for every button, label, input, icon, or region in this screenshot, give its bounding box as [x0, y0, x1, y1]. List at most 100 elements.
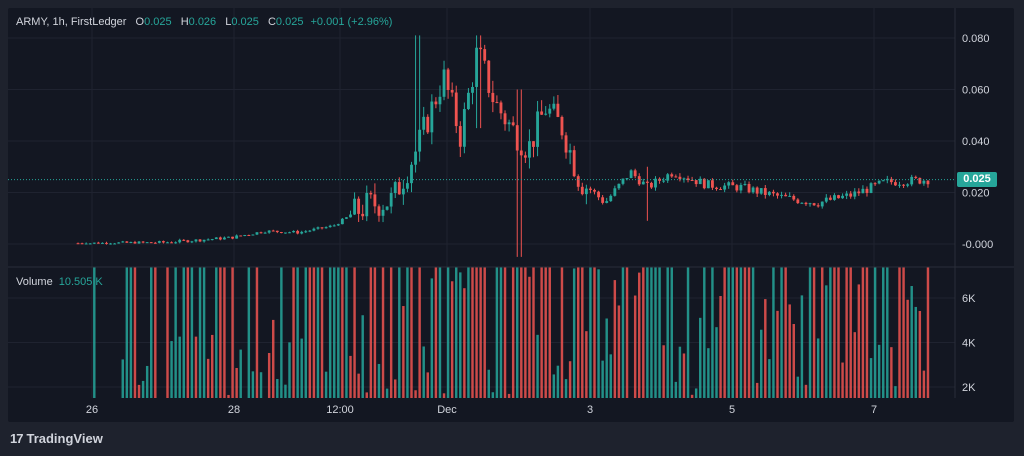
volume-bar: [438, 267, 442, 398]
candle-body: [406, 183, 409, 189]
time-tick-label: Dec: [437, 404, 457, 416]
volume-bar: [658, 267, 661, 398]
candle-body: [129, 242, 133, 244]
candle-body: [926, 180, 930, 185]
candle-body: [401, 188, 405, 195]
candle-body: [194, 239, 198, 242]
time-tick-label: 3: [587, 404, 593, 416]
candle-body: [877, 180, 881, 184]
symbol-title: ARMY, 1h, FirstLedger: [16, 16, 127, 28]
candle-body: [637, 176, 641, 185]
volume-bar: [776, 310, 779, 398]
candle-body: [674, 176, 678, 178]
volume-bar: [337, 267, 340, 398]
volume-bar: [463, 288, 466, 398]
candle-body: [88, 243, 92, 245]
candle-body: [540, 111, 544, 115]
candle-body: [357, 198, 361, 214]
candle-body: [251, 234, 255, 236]
candle-body: [601, 197, 605, 203]
candle-body: [365, 192, 369, 217]
volume-bar: [361, 315, 364, 398]
volume-bar: [178, 336, 181, 398]
volume-bar: [796, 376, 800, 398]
candle-body: [641, 181, 645, 185]
volume-bar: [593, 267, 596, 398]
volume-bar: [747, 267, 751, 398]
volume-bar: [402, 306, 405, 398]
volume-bar: [642, 267, 645, 398]
candle-body: [279, 232, 283, 234]
candle-body: [397, 182, 401, 195]
candle-body: [214, 237, 218, 240]
volume-bar: [154, 267, 157, 398]
candle-body: [227, 236, 230, 238]
volume-bar: [186, 267, 190, 398]
candle-body: [271, 230, 275, 232]
price-tick-label: 0.020: [962, 188, 990, 200]
volume-bar: [910, 286, 913, 398]
candle-body: [593, 189, 596, 192]
candle-body: [162, 241, 165, 243]
volume-bar: [869, 358, 873, 398]
volume-bar: [564, 379, 568, 398]
candle-body: [153, 242, 157, 244]
volume-bar: [129, 267, 133, 398]
volume-bar: [467, 267, 470, 398]
candle-body: [849, 193, 853, 197]
candle-body: [410, 164, 413, 184]
tradingview-brand[interactable]: 17 TradingView: [10, 431, 103, 446]
volume-bar: [703, 267, 706, 398]
candle-body: [141, 241, 145, 243]
volume-bar: [906, 299, 909, 398]
volume-bar: [666, 267, 669, 398]
candle-body: [922, 180, 926, 184]
volume-bar: [743, 267, 747, 398]
volume-bar: [581, 267, 584, 398]
last-price-badge: 0.025: [957, 172, 997, 187]
brand-name: TradingView: [26, 431, 103, 446]
candle-body: [369, 192, 373, 195]
volume-bar: [471, 267, 474, 398]
low-label: L: [225, 16, 232, 28]
candle-body: [80, 243, 84, 245]
tradingview-logo-icon: 17: [10, 431, 24, 446]
volume-bar: [434, 267, 438, 398]
volume-bar: [239, 349, 242, 398]
volume-bar: [455, 267, 458, 398]
candle-body: [389, 193, 393, 207]
volume-bar: [202, 267, 206, 398]
volume-bar: [345, 267, 348, 398]
volume-bar: [613, 280, 617, 398]
candle-body: [300, 231, 304, 234]
candle-body: [186, 240, 190, 243]
volume-bar: [877, 344, 881, 398]
volume-bar: [418, 267, 421, 398]
volume-bar: [898, 267, 901, 398]
volume-bar: [707, 348, 710, 398]
candle-body: [454, 92, 458, 127]
candle-body: [479, 47, 483, 50]
candle-body: [629, 170, 633, 179]
candle-body: [259, 232, 263, 234]
candle-body: [706, 180, 710, 189]
volume-bar: [357, 373, 360, 398]
time-tick-label: 26: [86, 404, 98, 416]
candle-body: [800, 202, 804, 204]
candle-body: [898, 184, 901, 186]
candle-body: [328, 225, 332, 228]
candle-body: [267, 230, 271, 233]
candle-body: [145, 242, 149, 244]
candle-body: [101, 242, 104, 244]
candle-body: [235, 235, 239, 239]
change-value: +0.001 (+2.96%): [310, 16, 393, 28]
volume-bar: [890, 347, 893, 398]
candle-body: [495, 102, 499, 104]
volume-bar: [251, 371, 255, 398]
candle-body: [824, 197, 828, 202]
volume-bar: [377, 363, 381, 398]
candle-body: [349, 214, 352, 218]
candle-body: [353, 198, 356, 215]
candle-body: [633, 170, 637, 177]
